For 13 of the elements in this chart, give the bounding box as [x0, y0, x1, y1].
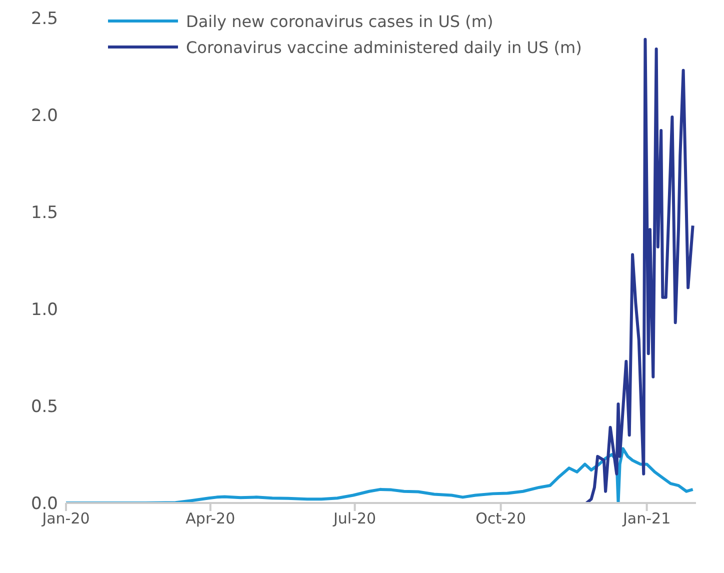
y-tick-label: 2.5: [30, 9, 58, 30]
x-tick-label: Apr-20: [186, 510, 236, 528]
y-tick-label: 0.5: [30, 397, 58, 418]
y-tick-label: 1.5: [30, 203, 58, 224]
legend-label: Coronavirus vaccine administered daily in US (m): [186, 38, 582, 56]
legend-label: Daily new coronavirus cases in US (m): [186, 12, 494, 30]
x-tick-label: Oct-20: [476, 510, 526, 528]
y-tick-label: 1.0: [30, 300, 58, 320]
x-tick-label: Jan-21: [622, 510, 671, 528]
y-tick-label: 2.0: [30, 106, 58, 126]
x-tick-label: Jul-20: [332, 510, 376, 528]
x-tick-label: Jan-20: [41, 510, 90, 528]
line-series: [585, 38, 694, 503]
